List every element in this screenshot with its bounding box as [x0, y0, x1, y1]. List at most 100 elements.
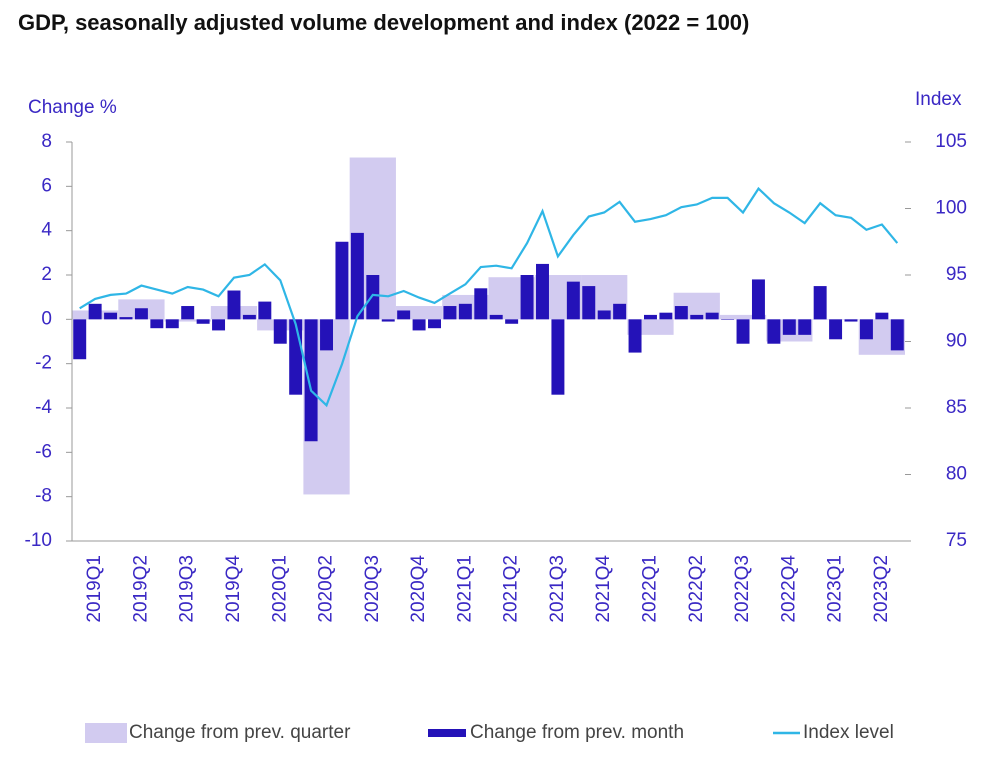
- bar: [320, 319, 334, 351]
- y2-axis-title: Index: [915, 89, 962, 110]
- bar: [890, 319, 904, 351]
- bar: [859, 319, 873, 340]
- y-tick-label: -8: [35, 486, 52, 507]
- y2-tick-label: 105: [935, 131, 967, 152]
- y-axis-title: Change %: [28, 97, 117, 118]
- legend-swatch: [85, 723, 127, 743]
- x-tick-label: 2019Q1: [84, 555, 105, 623]
- y2-tick-label: 95: [946, 264, 967, 285]
- bar: [489, 314, 503, 320]
- y-tick-label: -4: [35, 397, 52, 418]
- bar: [227, 290, 241, 320]
- x-tick-label: 2022Q4: [778, 555, 799, 623]
- chart-title: GDP, seasonally adjusted volume developm…: [18, 10, 749, 35]
- x-tick-label: 2022Q3: [732, 555, 753, 623]
- y-tick-label: 2: [41, 264, 52, 285]
- bar: [73, 319, 87, 360]
- legend-label: Change from prev. month: [470, 722, 684, 743]
- bar: [181, 306, 195, 320]
- bar: [412, 319, 426, 331]
- bar: [350, 232, 364, 320]
- bar: [582, 286, 596, 320]
- bar: [458, 303, 472, 320]
- bar: [628, 319, 642, 353]
- bar: [844, 319, 858, 322]
- legend-label: Change from prev. quarter: [129, 722, 351, 743]
- x-tick-label: 2020Q1: [269, 555, 290, 623]
- x-tick-label: 2019Q4: [223, 555, 244, 623]
- bar: [736, 319, 750, 344]
- legend-label: Index level: [803, 722, 894, 743]
- bar: [196, 319, 210, 324]
- x-tick-label: 2020Q2: [316, 555, 337, 623]
- x-tick-label: 2022Q1: [639, 555, 660, 623]
- bar: [335, 241, 349, 320]
- x-tick-label: 2021Q3: [547, 555, 568, 623]
- legend-swatch: [428, 729, 466, 737]
- quarter-bar: [719, 314, 767, 320]
- y-tick-label: 6: [41, 175, 52, 196]
- y2-tick-label: 100: [935, 198, 967, 219]
- x-tick-label: 2023Q1: [825, 555, 846, 623]
- bar: [381, 319, 395, 322]
- bar: [674, 306, 688, 320]
- bar: [767, 319, 781, 344]
- bar: [643, 314, 657, 320]
- x-tick-label: 2021Q1: [454, 555, 475, 623]
- bar: [798, 319, 812, 335]
- y-tick-label: -6: [35, 441, 52, 462]
- bar: [397, 310, 411, 320]
- bar: [551, 319, 565, 395]
- bar: [428, 319, 441, 329]
- bar: [134, 308, 148, 320]
- bar: [721, 319, 735, 320]
- bar: [273, 319, 287, 344]
- bar: [520, 275, 534, 320]
- bar: [613, 303, 627, 320]
- y-tick-label: 8: [41, 131, 52, 152]
- bar: [813, 286, 827, 320]
- bar: [258, 301, 272, 320]
- y-tick-label: -2: [35, 353, 52, 374]
- y2-tick-label: 85: [946, 397, 967, 418]
- bar: [119, 317, 133, 320]
- x-tick-label: 2022Q2: [686, 555, 707, 623]
- x-tick-label: 2021Q4: [593, 555, 614, 623]
- bar: [566, 281, 580, 320]
- bar: [474, 288, 488, 320]
- bar: [690, 314, 704, 320]
- bar: [304, 319, 318, 442]
- bar: [782, 319, 796, 335]
- bar: [705, 312, 719, 320]
- bar: [366, 275, 380, 320]
- index-line: [79, 186, 899, 408]
- x-tick-label: 2019Q2: [130, 555, 151, 623]
- bar: [597, 310, 611, 320]
- y-tick-label: 4: [41, 220, 52, 241]
- bar: [289, 319, 303, 395]
- bar: [150, 319, 164, 329]
- bar: [165, 319, 179, 329]
- bar: [536, 263, 549, 320]
- bar: [875, 312, 889, 320]
- y2-tick-label: 75: [946, 530, 967, 551]
- x-tick-label: 2020Q4: [408, 555, 429, 623]
- quarter-bar: [164, 319, 211, 322]
- bar: [751, 279, 765, 320]
- y2-tick-label: 90: [946, 331, 967, 352]
- x-tick-label: 2021Q2: [501, 555, 522, 623]
- bar: [505, 319, 519, 324]
- bar: [88, 303, 102, 320]
- bar: [212, 319, 226, 331]
- x-tick-label: 2023Q2: [871, 555, 892, 623]
- y2-tick-label: 80: [946, 464, 967, 485]
- bar: [443, 306, 457, 320]
- x-tick-label: 2019Q3: [177, 555, 198, 623]
- y-tick-label: 0: [41, 308, 52, 329]
- bar: [829, 319, 843, 340]
- y-tick-label: -10: [25, 530, 52, 551]
- bar: [104, 312, 118, 320]
- bar: [659, 312, 673, 320]
- x-tick-label: 2020Q3: [362, 555, 383, 623]
